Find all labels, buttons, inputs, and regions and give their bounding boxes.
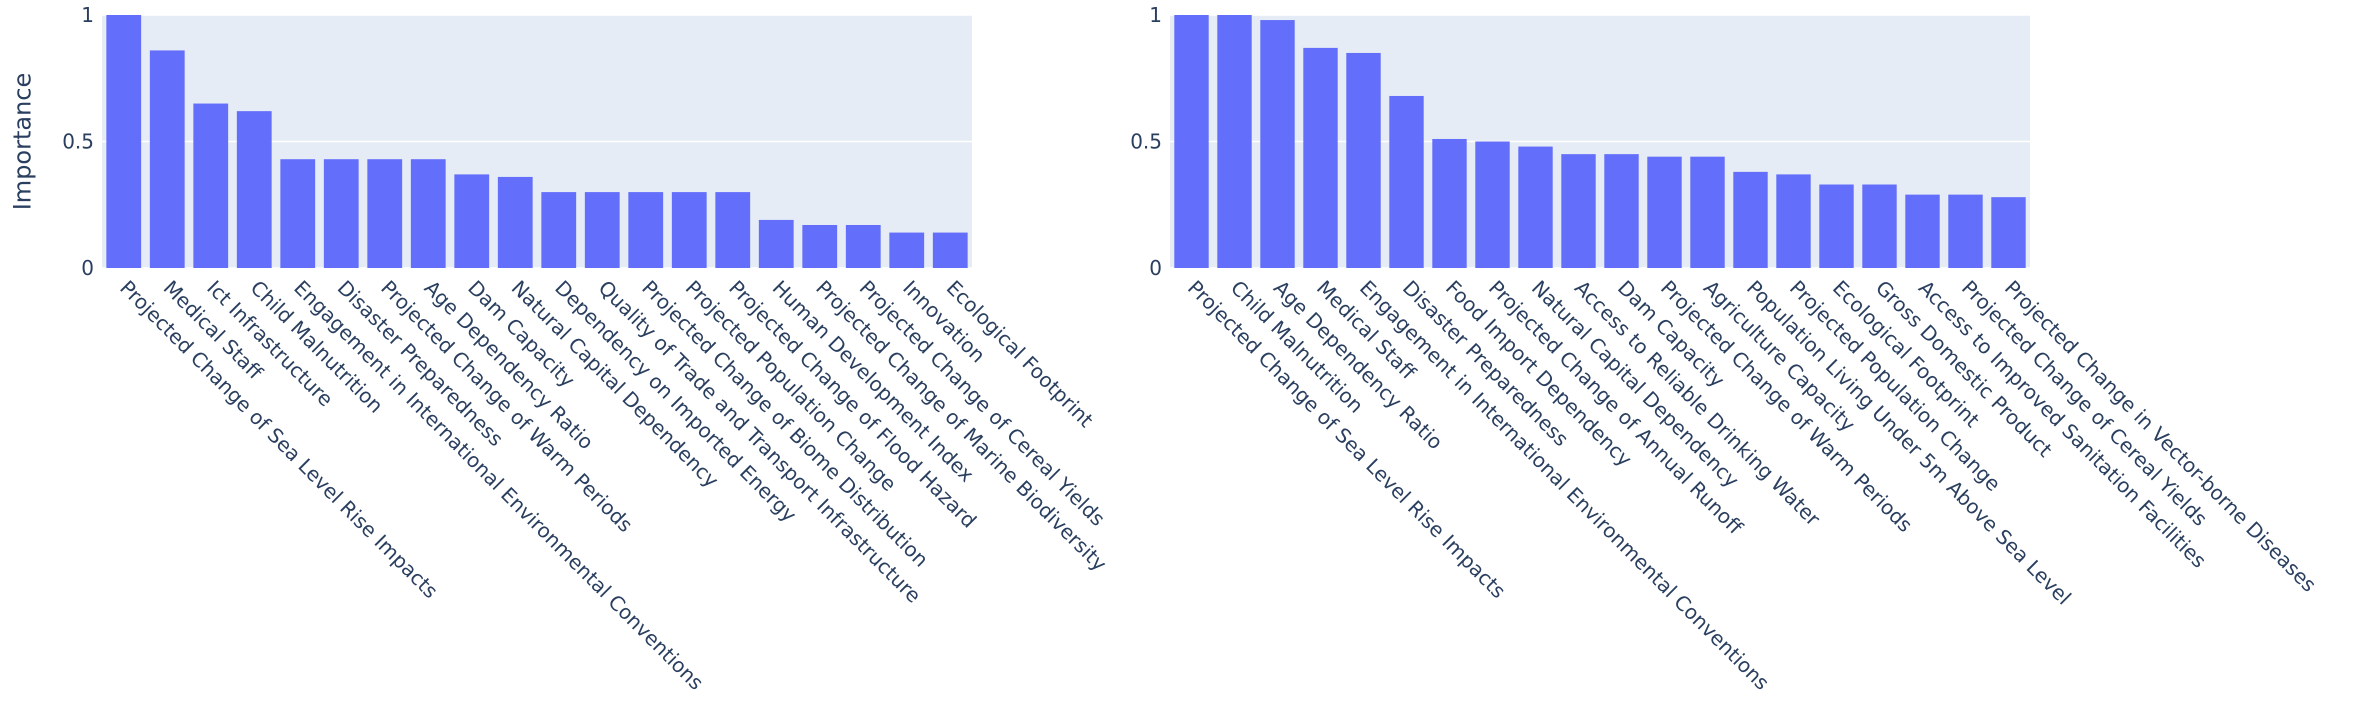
bar [715,192,751,268]
bar [1432,138,1467,268]
bar [845,224,881,268]
bar [889,232,925,268]
bar [323,159,359,268]
bar [1346,52,1381,269]
y-tick-label: 0.5 [1130,130,1162,154]
bar [367,159,403,268]
bar [1862,184,1897,268]
bar [1389,95,1424,269]
y-tick-label: 0 [81,256,94,280]
bar [1905,194,1940,268]
y-tick-label: 0 [1149,256,1162,280]
y-tick-label: 1 [1149,3,1162,27]
bar [1217,15,1252,268]
bar [1174,15,1209,268]
bar [1260,20,1295,269]
y-tick-label: 1 [81,3,94,27]
bar [1948,194,1983,268]
bar [193,103,229,268]
bar [802,224,838,268]
bar [1647,156,1682,268]
bar [671,192,707,268]
bar [106,15,142,268]
bar [1690,156,1725,268]
y-axis-title: Importance [8,73,36,211]
bar [1561,154,1596,268]
bar [1733,171,1768,268]
bar [541,192,577,268]
bar [410,159,446,268]
bar [1518,146,1553,268]
bar [1303,47,1338,268]
bar [280,159,316,268]
bar [584,192,620,268]
y-tick-label: 0.5 [62,130,94,154]
bar [1819,184,1854,268]
bar [149,50,185,268]
bar [628,192,664,268]
bar [454,174,490,268]
bar [758,219,794,268]
bar [236,111,272,268]
bar [932,232,968,268]
bar [1475,141,1510,268]
bar [1991,197,2026,268]
bar [1604,154,1639,268]
bar [497,176,533,268]
bar [1776,174,1811,268]
